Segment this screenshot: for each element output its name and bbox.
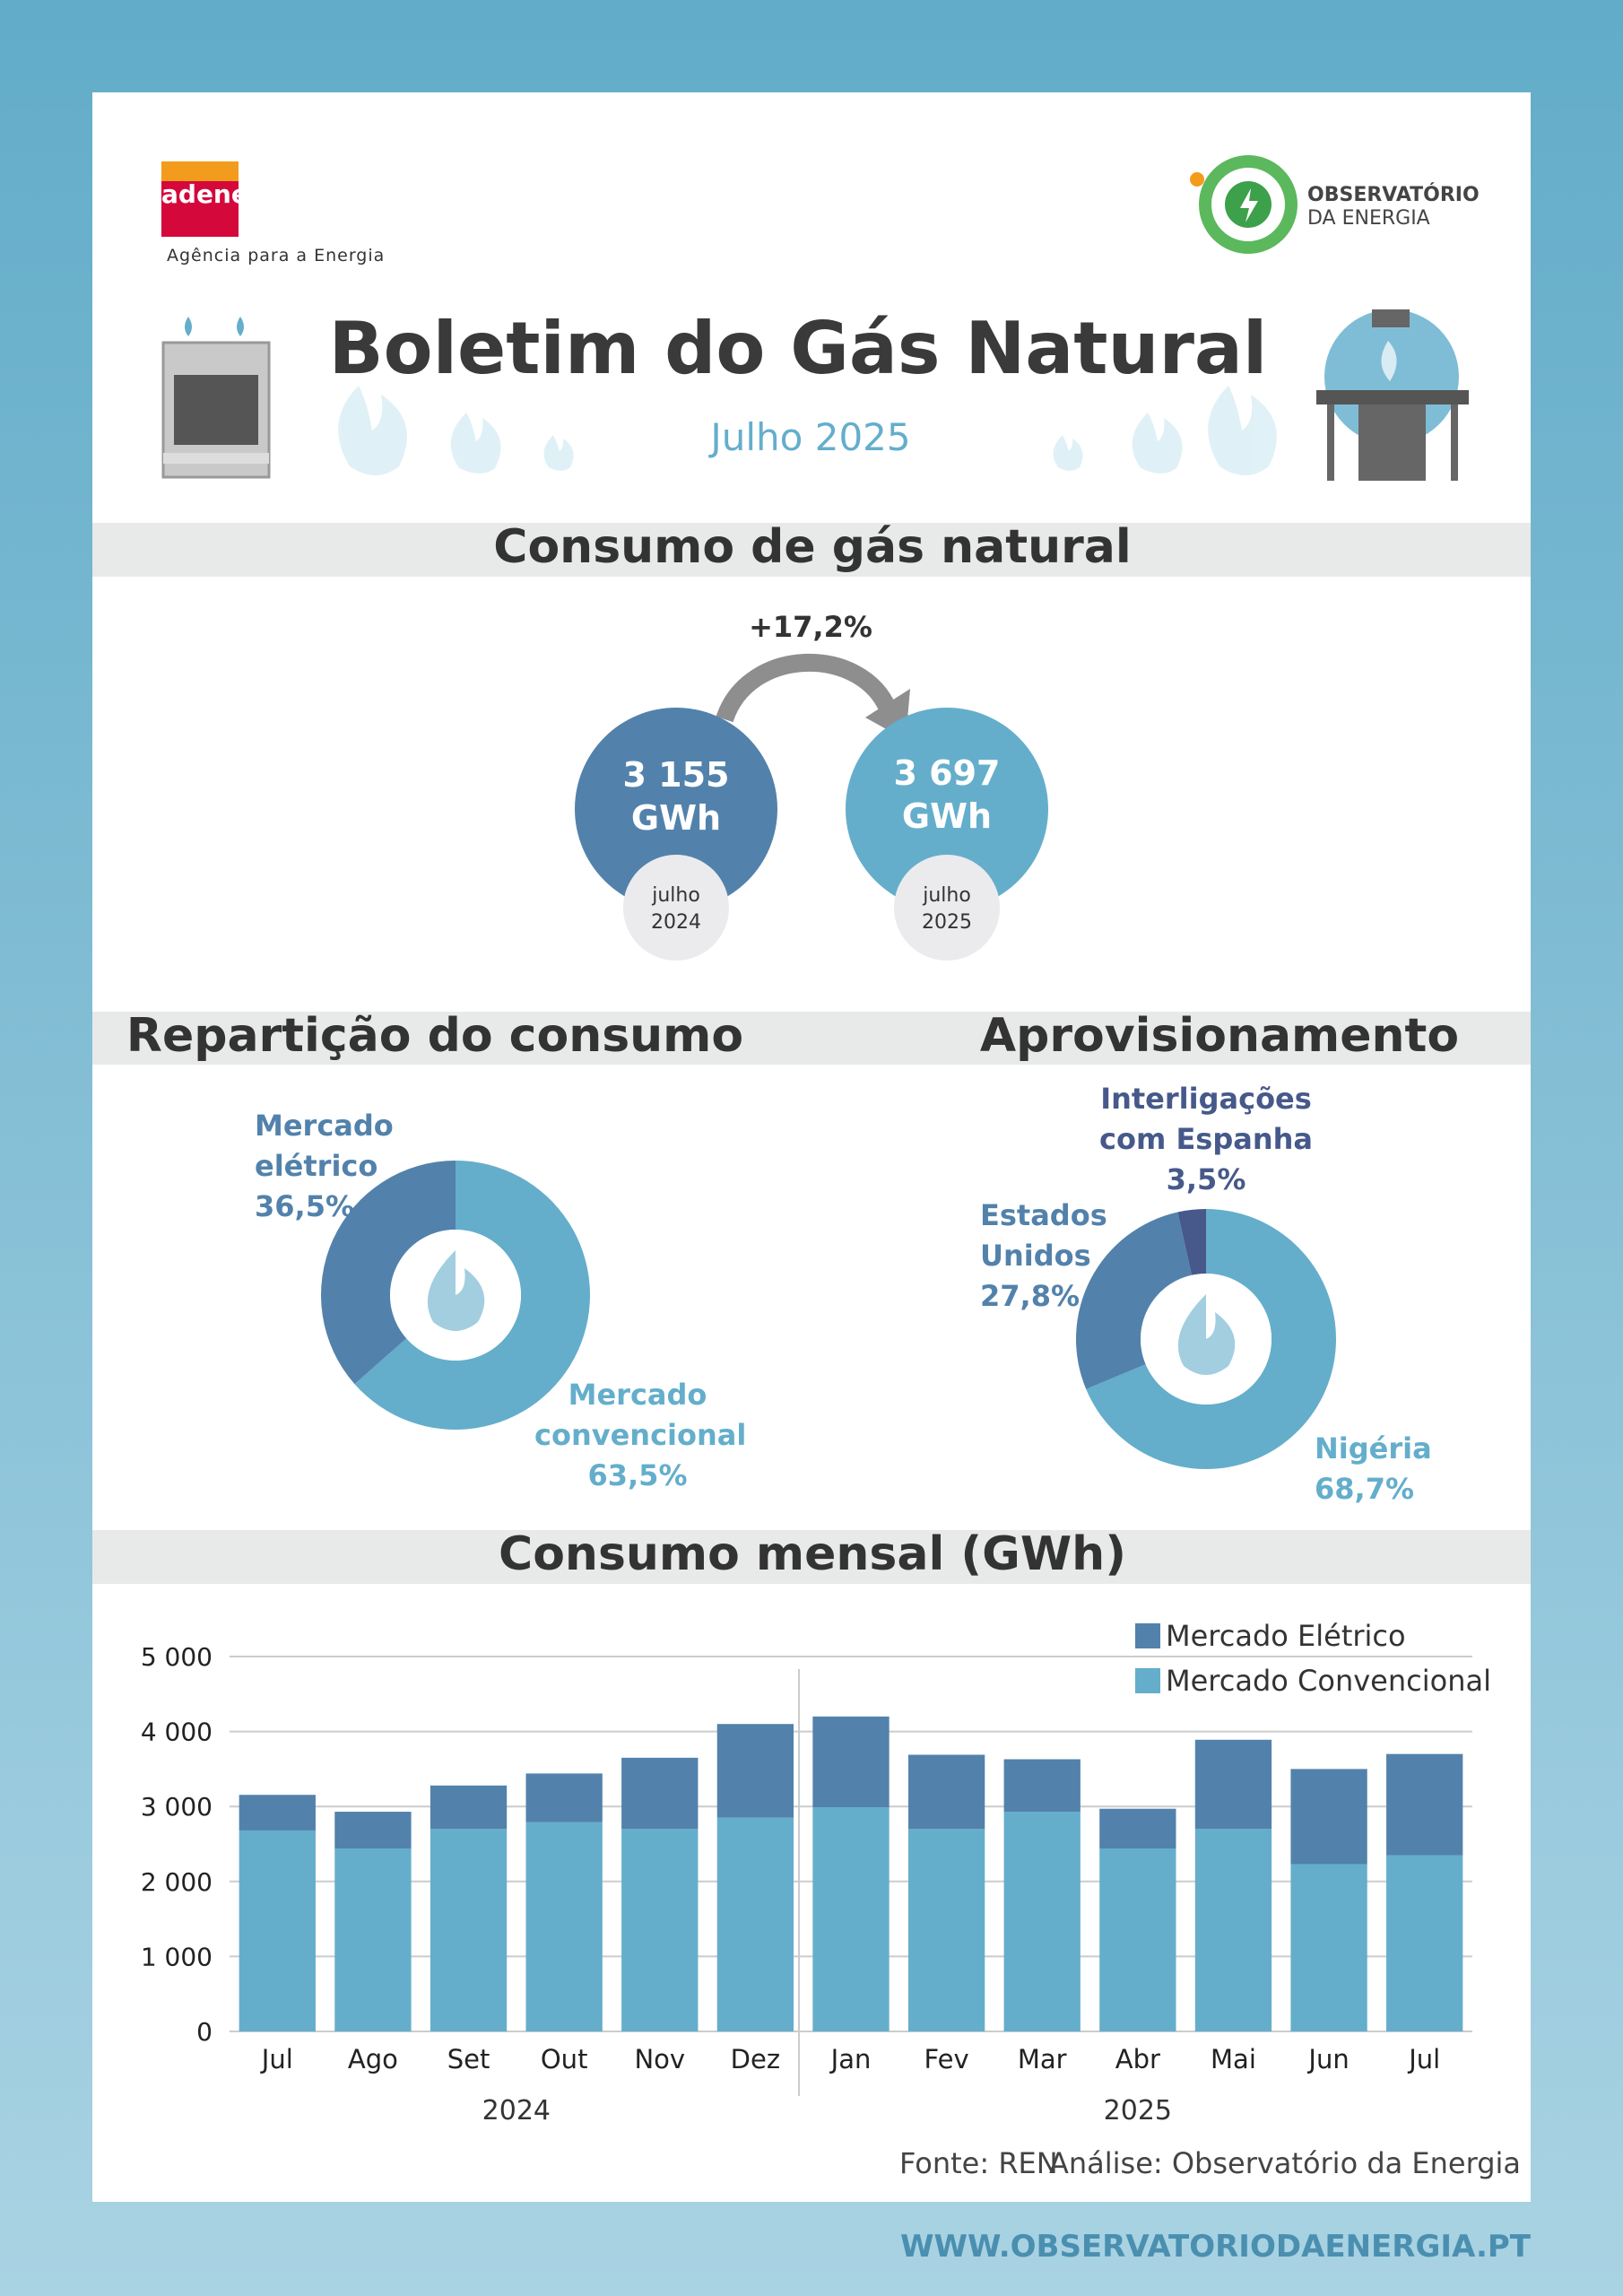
section-band <box>92 523 1531 577</box>
x-tick-label: Ago <box>348 2044 398 2074</box>
donut-segment <box>321 1161 456 1385</box>
donut-icon <box>1177 1294 1236 1375</box>
bar <box>621 1757 699 1830</box>
x-tick-label: Dez <box>731 2044 780 2074</box>
org-tagline: Agência para a Energia <box>167 246 386 265</box>
bar <box>430 1785 508 1830</box>
category-label: Nigéria <box>1315 1431 1432 1465</box>
donut-segment <box>1075 1212 1193 1389</box>
x-tick-label: Jul <box>260 2044 293 2074</box>
category-label: Mercado elétrico <box>255 1109 394 1183</box>
x-tick-label: Set <box>447 2044 490 2074</box>
partner-name: DA ENERGIA <box>1307 207 1430 230</box>
x-tick-label: Mai <box>1211 2044 1256 2074</box>
value-label: 36,5% <box>255 1189 355 1223</box>
source-note: Fonte: REN <box>899 2146 1058 2180</box>
bar <box>1290 1769 1367 1865</box>
x-tick-label: Jan <box>829 2044 872 2074</box>
footer-url: WWW.OBSERVATORIODAENERGIA.PT <box>899 2229 1531 2265</box>
section-band <box>92 1530 1531 1584</box>
category-label: Interligações com Espanha <box>1099 1082 1313 1156</box>
value-label: 3 155 GWh <box>622 755 730 838</box>
x-tick-label: Mar <box>1018 2044 1067 2074</box>
y-tick-label: 5 000 <box>141 1642 213 1672</box>
change-label: +17,2% <box>749 610 872 644</box>
bar <box>1194 1739 1272 1830</box>
period-label: julho 2024 <box>651 884 701 934</box>
bar <box>1099 1808 1176 1849</box>
donut-label: Mercado elétrico 36,5% <box>255 1106 407 1227</box>
org-logo: adene <box>161 179 248 209</box>
bar <box>1003 1759 1081 1813</box>
x-tick-label: Abr <box>1115 2044 1160 2074</box>
bar <box>716 1724 794 1818</box>
section-heading: Consumo mensal (GWh) <box>499 1527 1126 1581</box>
donut-icon <box>427 1250 485 1331</box>
legend-swatch <box>1135 1668 1160 1693</box>
bar <box>621 1829 699 2031</box>
partner-name: OBSERVATÓRIO <box>1307 184 1480 206</box>
bar <box>1099 1848 1176 2031</box>
legend-label: Mercado Elétrico <box>1166 1619 1406 1653</box>
value-label: 3 697 GWh <box>893 753 1001 836</box>
y-tick-label: 2 000 <box>141 1867 213 1897</box>
x-tick-label: Nov <box>634 2044 685 2074</box>
legend-swatch <box>1135 1623 1160 1648</box>
bar <box>239 1830 316 2031</box>
analysis-note: Análise: Observatório da Energia <box>1048 2146 1521 2180</box>
bar <box>1003 1812 1081 2031</box>
bar <box>1194 1829 1272 2031</box>
legend-label: Mercado Convencional <box>1166 1664 1491 1698</box>
value-label: 27,8% <box>980 1279 1081 1313</box>
donut-segment <box>1177 1209 1206 1275</box>
category-label: Estados Unidos <box>980 1198 1107 1273</box>
bar <box>1290 1864 1367 2031</box>
bar <box>716 1817 794 2031</box>
value-label: 3,5% <box>1166 1162 1246 1196</box>
bar <box>525 1773 603 1822</box>
period-label: julho 2025 <box>922 884 972 934</box>
bar <box>525 1822 603 2031</box>
donut-label: Nigéria 68,7% <box>1315 1429 1440 1509</box>
y-tick-label: 1 000 <box>141 1942 213 1971</box>
x-tick-label: Out <box>541 2044 588 2074</box>
y-tick-label: 4 000 <box>141 1718 213 1747</box>
bar <box>334 1848 412 2031</box>
group-label: 2024 <box>482 2095 551 2126</box>
bar <box>1386 1855 1463 2031</box>
group-label: 2025 <box>1104 2095 1172 2126</box>
bar <box>430 1829 508 2031</box>
bar <box>1386 1753 1463 1856</box>
bar <box>334 1812 412 1849</box>
donut-label: Estados Unidos 27,8% <box>980 1196 1107 1317</box>
bar <box>239 1795 316 1831</box>
donut-segment <box>354 1161 591 1430</box>
x-tick-label: Jul <box>1407 2044 1440 2074</box>
bar <box>812 1807 890 2031</box>
section-band <box>92 1012 1531 1065</box>
bar <box>812 1716 890 1808</box>
value-label: 68,7% <box>1315 1472 1415 1506</box>
subtitle: Julho 2025 <box>710 415 911 459</box>
section-heading: Consumo de gás natural <box>493 520 1132 574</box>
donut-segment <box>1086 1209 1336 1469</box>
x-tick-label: Fev <box>924 2044 969 2074</box>
section-heading: Repartição do consumo <box>126 1009 744 1063</box>
bar <box>907 1754 985 1830</box>
section-heading: Aprovisionamento <box>979 1009 1460 1063</box>
title: Boletim do Gás Natural <box>328 307 1268 390</box>
donut-label: Interligações com Espanha 3,5% <box>1098 1079 1314 1200</box>
bar <box>907 1829 985 2031</box>
x-tick-label: Jun <box>1306 2044 1349 2074</box>
y-tick-label: 3 000 <box>141 1792 213 1822</box>
donut-label: Mercado convencional 63,5% <box>534 1375 747 1496</box>
value-label: 63,5% <box>587 1458 688 1492</box>
category-label: Mercado convencional <box>534 1378 747 1452</box>
y-tick-label: 0 <box>196 2017 213 2047</box>
